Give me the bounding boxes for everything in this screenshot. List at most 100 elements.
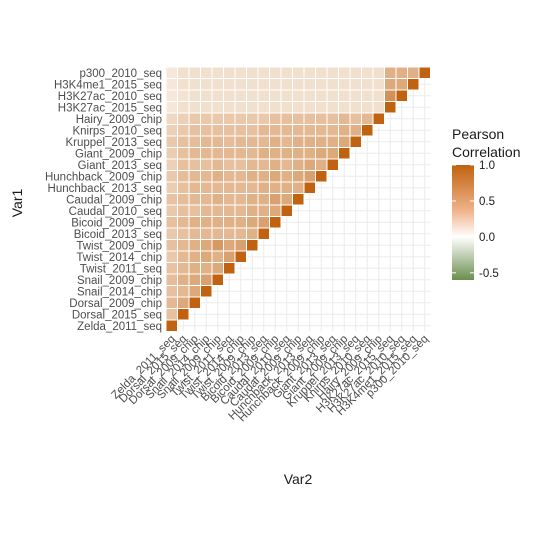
heatmap-cell <box>223 239 236 252</box>
heatmap-cell <box>200 66 213 79</box>
heatmap-cell <box>211 66 224 79</box>
heatmap-cell <box>280 66 293 79</box>
heatmap-cell <box>384 89 397 102</box>
heatmap-cell <box>246 78 259 91</box>
y-tick-label: Dorsal_2015_seq <box>72 309 162 321</box>
heatmap-cell <box>361 112 374 125</box>
y-tick-label: Bicoid_2013_seq <box>74 229 162 241</box>
heatmap-cell <box>234 250 247 263</box>
heatmap-cell <box>234 66 247 79</box>
heatmap-cell <box>303 135 316 148</box>
heatmap-cell <box>165 239 178 252</box>
heatmap-cell <box>269 78 282 91</box>
y-tick-label: Giant_2013_seq <box>78 160 162 172</box>
heatmap-cell <box>280 147 293 160</box>
heatmap-cell <box>315 147 328 160</box>
heatmap-cell <box>223 193 236 206</box>
heatmap-cell <box>372 101 385 114</box>
y-tick-label: Hairy_2009_chip <box>76 114 162 126</box>
heatmap-cell <box>269 89 282 102</box>
heatmap-cell <box>315 78 328 91</box>
heatmap-cell <box>349 78 362 91</box>
heatmap-cell <box>338 89 351 102</box>
heatmap-cell <box>200 273 213 286</box>
heatmap-cell <box>257 181 270 194</box>
heatmap-cell <box>257 204 270 217</box>
y-tick-label: Caudal_2009_chip <box>66 194 162 206</box>
heatmap-cell <box>188 89 201 102</box>
heatmap-cell <box>223 66 236 79</box>
heatmap-cell <box>165 101 178 114</box>
heatmap-cell <box>165 285 178 298</box>
heatmap-cell <box>223 135 236 148</box>
heatmap-cell <box>188 170 201 183</box>
heatmap-cell <box>234 124 247 137</box>
heatmap-cell <box>257 101 270 114</box>
heatmap-cell <box>338 135 351 148</box>
heatmap-cell <box>246 158 259 171</box>
heatmap-cell <box>188 158 201 171</box>
heatmap-cell <box>269 147 282 160</box>
heatmap-cell <box>177 308 190 321</box>
heatmap-cell <box>177 112 190 125</box>
heatmap-cell <box>257 227 270 240</box>
heatmap-cell <box>211 239 224 252</box>
heatmap-cell <box>200 78 213 91</box>
heatmap-cell <box>177 285 190 298</box>
heatmap-cell <box>188 135 201 148</box>
heatmap-cell <box>326 78 339 91</box>
y-tick-label: Kruppel_2013_seq <box>65 137 162 149</box>
heatmap-cell <box>165 147 178 160</box>
heatmap-cell <box>246 216 259 229</box>
legend: Pearson Correlation 1.0 0.5 0.0 -0.5 <box>452 126 520 280</box>
heatmap-cell <box>269 112 282 125</box>
heatmap-cell <box>234 227 247 240</box>
heatmap-cells <box>165 66 431 332</box>
heatmap-cell <box>165 216 178 229</box>
heatmap-cell <box>349 135 362 148</box>
heatmap-cell <box>395 78 408 91</box>
y-tick-label: H3K4me1_2015_seq <box>54 79 162 91</box>
y-tick-label: Hunchback_2009_chip <box>45 171 162 183</box>
heatmap-cell <box>188 124 201 137</box>
heatmap-cell <box>303 181 316 194</box>
heatmap-cell <box>280 124 293 137</box>
heatmap-cell <box>280 101 293 114</box>
heatmap-cell <box>269 170 282 183</box>
heatmap-cell <box>165 262 178 275</box>
heatmap-cell <box>384 78 397 91</box>
heatmap-cell <box>211 124 224 137</box>
heatmap-cell <box>315 101 328 114</box>
legend-title-line-1: Pearson <box>452 126 504 142</box>
heatmap-cell <box>188 227 201 240</box>
heatmap-cell <box>200 101 213 114</box>
heatmap-cell <box>338 124 351 137</box>
heatmap-cell <box>338 101 351 114</box>
heatmap-cell <box>188 285 201 298</box>
heatmap-cell <box>257 193 270 206</box>
heatmap-cell <box>280 193 293 206</box>
heatmap-cell <box>246 66 259 79</box>
heatmap-cell <box>200 124 213 137</box>
heatmap-cell <box>177 216 190 229</box>
heatmap-cell <box>280 170 293 183</box>
heatmap-cell <box>200 216 213 229</box>
heatmap-cell <box>407 78 420 91</box>
heatmap-cell <box>234 204 247 217</box>
heatmap-cell <box>223 101 236 114</box>
heatmap-cell <box>177 101 190 114</box>
y-tick-label: Snail_2014_chip <box>77 286 162 298</box>
y-tick-label: H3K27ac_2015_seq <box>58 102 162 114</box>
heatmap-cell <box>177 78 190 91</box>
heatmap-cell <box>211 216 224 229</box>
heatmap-cell <box>269 181 282 194</box>
heatmap-cell <box>292 101 305 114</box>
heatmap-cell <box>372 66 385 79</box>
heatmap-cell <box>177 66 190 79</box>
heatmap-cell <box>223 181 236 194</box>
heatmap-cell <box>372 78 385 91</box>
heatmap-cell <box>165 78 178 91</box>
heatmap-cell <box>223 158 236 171</box>
heatmap-cell <box>246 135 259 148</box>
heatmap-cell <box>200 204 213 217</box>
